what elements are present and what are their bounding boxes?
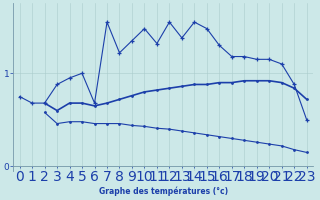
X-axis label: Graphe des températures (°c): Graphe des températures (°c) — [99, 187, 228, 196]
